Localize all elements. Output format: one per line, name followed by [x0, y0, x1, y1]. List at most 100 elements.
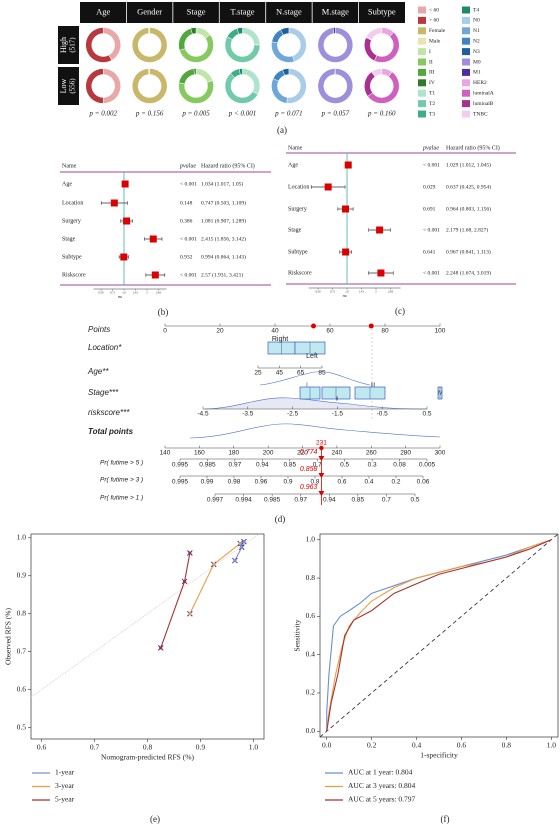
plot-frame: [319, 533, 559, 738]
x-tick-label: 0.9: [196, 743, 206, 752]
x-tick-label: 2: [146, 292, 148, 295]
legend-label: N2: [473, 38, 480, 44]
level-label: IV: [438, 390, 443, 396]
donut-segment: [333, 68, 336, 75]
level-label: I: [306, 382, 307, 388]
scale-label: Stage***: [88, 388, 119, 397]
hazard-ratio: 2.179 (1.68, 2.827): [446, 226, 488, 233]
scale-tick-label: 0.7: [313, 462, 322, 469]
prediction-marker: [318, 473, 325, 478]
header-label: T.stage: [230, 6, 254, 16]
scale-label: Pr( futime > 3 ): [100, 477, 143, 484]
x-tick-label: 1.41: [133, 292, 138, 295]
legend-label: 3-year: [55, 781, 75, 790]
donut-segment: [242, 27, 261, 46]
donut-segment: [148, 27, 150, 34]
hazard-ratio: 1.029 (1.012, 1.045): [446, 161, 491, 168]
scale-tick-label: 0.08: [393, 462, 406, 469]
donut-segment: [371, 68, 383, 78]
donut-segment: [317, 68, 354, 104]
row-name: Age: [62, 181, 72, 187]
point-dot: [188, 612, 192, 616]
prediction-marker: [318, 456, 325, 461]
scale-tick-label: 0.994: [235, 497, 252, 504]
scale-tick-label: 0.9: [283, 479, 292, 486]
row-name: Surgery: [288, 206, 307, 212]
scale-tick-label: 0.97: [294, 497, 307, 504]
legend-swatch: [462, 79, 470, 87]
prediction-label: 0.774: [300, 449, 318, 456]
legend-label: < 60: [429, 7, 439, 13]
p-value: p = 0.156: [135, 110, 164, 118]
point-dot: [182, 579, 187, 584]
scale-tick-label: 65: [297, 370, 305, 377]
legend-swatch: [418, 79, 426, 87]
scale-tick-label: 0.85: [283, 462, 296, 469]
donut-segment: [238, 68, 243, 75]
legend-swatch: [462, 48, 470, 56]
legend-label: N0: [473, 18, 480, 24]
scale-tick-label: 160: [194, 450, 205, 457]
scale-tick-label: 0.94: [256, 462, 269, 469]
prediction-label: 0.858: [300, 466, 318, 473]
p-value: < 0.001: [180, 236, 197, 242]
hazard-ratio: 0.994 (0.864, 1.143): [201, 253, 246, 260]
x-tick-label: 2.83: [156, 292, 161, 295]
point-dot: [240, 545, 244, 549]
legend-label: AUC at 3 years: 0.804: [348, 781, 416, 790]
scale-label: Points: [88, 325, 110, 334]
y-tick-label: 0.6: [17, 684, 27, 693]
donut-segment: [282, 68, 290, 76]
header-label: Gender: [137, 6, 162, 16]
p-value: p = 0.005: [181, 110, 210, 118]
p-value: 0.386: [180, 218, 193, 224]
point-dot: [188, 551, 192, 555]
y-tick-label: 0.8: [306, 573, 316, 582]
level-label: II: [336, 396, 339, 402]
scale-tick-label: 0.94: [323, 497, 336, 504]
hr-box: [123, 217, 131, 225]
x-tick-label: 0.6: [37, 743, 47, 752]
hr-box: [341, 205, 349, 213]
x-tick-label: 0.8: [502, 741, 512, 750]
donut-segment: [280, 27, 290, 36]
hr-box: [149, 235, 157, 243]
scale-tick-label: 0.005: [419, 462, 436, 469]
legend-swatch: [462, 37, 470, 45]
p-value: 0.641: [423, 249, 436, 255]
legend-label: I: [429, 49, 431, 55]
prediction-marker: [318, 491, 325, 496]
legend-label: Male: [429, 38, 441, 44]
legend-swatch: [462, 58, 470, 66]
hazard-ratio: 0.747 (0.503, 1.109): [201, 199, 246, 206]
scale-tick-label: -2.5: [287, 411, 299, 418]
scale-tick-label: 280: [400, 450, 411, 457]
legend-label: II: [429, 59, 433, 65]
donut-segment: [195, 68, 214, 83]
donut-segment: [364, 71, 376, 97]
p-value: 0.932: [180, 254, 193, 260]
p-value: < 0.001: [423, 270, 440, 276]
donut-segment: [242, 68, 261, 95]
scale-tick-label: 0.997: [207, 497, 224, 504]
legend-swatch: [418, 48, 426, 56]
nomogram: Points 0 20 40 60 80 100 Location* Right Left Age*…: [87, 323, 446, 505]
donut-segment: [271, 41, 295, 63]
column-header: pvalue: [179, 163, 196, 169]
hazard-ratio: 0.964 (0.803, 1.156): [446, 205, 491, 212]
legend-swatch: [462, 16, 470, 24]
hr-box: [110, 199, 118, 207]
legend-swatch: [418, 89, 426, 97]
point-dot: [233, 558, 237, 563]
x-axis-label: 1-specificity: [420, 751, 458, 760]
hr-box: [344, 161, 352, 169]
legend-swatch: [418, 58, 426, 66]
legend-label: M0: [473, 59, 481, 65]
panel-label: (b): [158, 307, 169, 317]
legend-label: AUC at 1 year: 0.804: [348, 768, 413, 777]
scale-tick-label: 0.985: [264, 497, 281, 504]
donut-segment: [364, 37, 378, 62]
header-label: Subtype: [368, 6, 396, 16]
donut-segment: [85, 68, 104, 104]
